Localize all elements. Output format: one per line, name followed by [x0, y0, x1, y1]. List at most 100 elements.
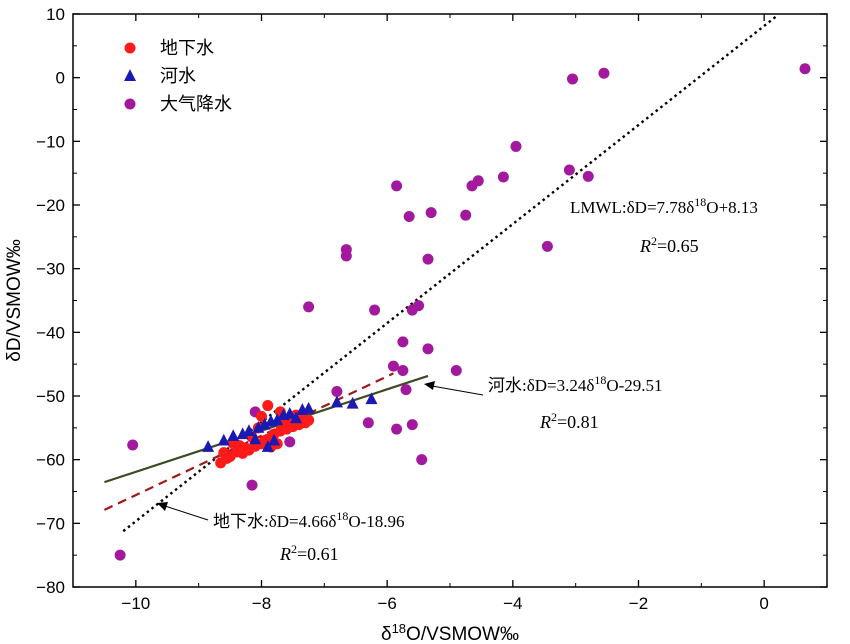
river-point: [271, 413, 284, 426]
precipitation-point: [422, 343, 434, 355]
river-point: [258, 417, 271, 430]
precipitation-point: [303, 301, 315, 313]
y-tick-label: −20: [36, 196, 65, 215]
lmwl-eq-sup: 18: [694, 195, 706, 209]
annotations: LMWL:δD=7.78δ18O+8.13 R2=0.65 河水:δD=3.24…: [157, 195, 758, 564]
lmwl-r2-sup: 2: [651, 234, 657, 248]
precipitation-point: [397, 336, 409, 348]
river-equation: 河水:δD=3.24δ18O-29.51: [488, 373, 663, 395]
x-tick-label: −2: [629, 594, 648, 613]
groundwater-r2: R2=0.61: [279, 542, 339, 564]
river-eq-post: O-29.51: [606, 376, 662, 395]
ground-r2-label: R: [279, 544, 291, 564]
precipitation-point: [472, 175, 484, 187]
precipitation-point: [362, 417, 374, 429]
precipitation-point: [425, 207, 437, 219]
ground-eq-post: O-18.96: [348, 512, 404, 531]
y-tick-label: −80: [36, 578, 65, 597]
y-axis-title: δD/VSMOW‰: [4, 239, 25, 361]
ground-r2-sup: 2: [291, 542, 297, 556]
x-axis-title-post: O/VSMOW‰: [406, 624, 519, 644]
precipitation-point: [340, 250, 352, 262]
x-axis-title-pre: δ: [381, 624, 392, 644]
legend-precipitation-marker: [124, 98, 136, 110]
river-point: [217, 433, 230, 446]
y-tick-label: −50: [36, 387, 65, 406]
groundwater-point: [262, 400, 274, 412]
precipitation-point: [369, 304, 381, 316]
river-point: [249, 432, 262, 445]
y-tick-label: −30: [36, 260, 65, 279]
precipitation-point: [284, 436, 296, 448]
river-eq-pre: 河水:δD=3.24δ: [488, 376, 594, 395]
ground-r2-value: =0.61: [297, 544, 339, 564]
precipitation-point: [541, 240, 553, 252]
legend-precipitation-label: 大气降水: [160, 94, 232, 115]
river-point: [283, 407, 296, 419]
y-tick-label: −60: [36, 451, 65, 470]
precipitation-point: [416, 454, 428, 466]
legend-groundwater-label: 地下水: [160, 38, 214, 59]
lmwl-equation: LMWL:δD=7.78δ18O+8.13: [570, 195, 758, 217]
river-point: [302, 401, 315, 414]
ground-eq-pre: 地下水:δD=4.66δ: [213, 512, 336, 531]
river-point: [365, 392, 378, 405]
river-point: [202, 440, 215, 452]
lmwl-r2-label: R: [639, 236, 651, 256]
x-tick-label: −8: [252, 594, 271, 613]
precipitation-point: [510, 140, 522, 152]
precipitation-point: [400, 384, 412, 396]
precipitation-point: [127, 439, 139, 451]
groundwater-point: [240, 442, 252, 454]
axis-ticks: [72, 13, 828, 588]
river-r2-sup: 2: [551, 410, 557, 424]
groundwater-equation: 地下水:δD=4.66δ18O-18.96: [213, 509, 405, 531]
ground-eq-sup: 18: [336, 509, 348, 523]
y-tick-label: −40: [36, 323, 65, 342]
x-tick-label: −10: [121, 594, 150, 613]
precipitation-point: [397, 365, 409, 377]
precipitation-point: [331, 386, 343, 398]
precipitation-point: [598, 67, 610, 79]
legend-groundwater-marker: [124, 42, 136, 54]
groundwater-arrow-line: [164, 505, 209, 521]
precipitation-point: [563, 164, 575, 176]
river-r2-label: R: [539, 412, 551, 432]
legend-river-marker: [124, 69, 136, 81]
river-point: [252, 421, 265, 433]
precipitation-point: [497, 171, 509, 183]
lmwl-eq-pre: LMWL:δD=7.78δ: [570, 198, 694, 217]
river-point: [268, 433, 281, 446]
x-axis-title-sup: 18: [392, 621, 406, 636]
river-point: [236, 427, 249, 440]
data-points: [114, 63, 811, 561]
precipitation-point: [403, 210, 415, 222]
river-arrow-head: [424, 381, 435, 390]
groundwater-arrow-head: [157, 502, 168, 511]
precipitation-point: [799, 63, 811, 75]
river-r2-value: =0.81: [557, 412, 599, 432]
precipitation-point: [406, 419, 418, 431]
river-point: [242, 424, 255, 436]
lmwl-r2: R2=0.65: [639, 234, 699, 256]
precipitation-point: [387, 360, 399, 372]
precipitation-point: [114, 549, 126, 561]
x-tick-label: 0: [759, 594, 768, 613]
precipitation-point: [391, 423, 403, 435]
x-tick-label: −4: [503, 594, 522, 613]
precipitation-point: [391, 180, 403, 192]
precipitation-point: [413, 300, 425, 312]
river-r2: R2=0.81: [539, 410, 599, 432]
river-point: [330, 395, 343, 408]
lmwl-eq-post: O+8.13: [706, 198, 758, 217]
river-arrow-line: [431, 385, 484, 396]
lmwl-r2-value: =0.65: [657, 236, 699, 256]
precipitation-point: [246, 479, 258, 491]
x-tick-label: −6: [377, 594, 396, 613]
river-point: [261, 440, 274, 452]
precipitation-point: [450, 365, 462, 377]
precipitation-point: [460, 209, 472, 221]
